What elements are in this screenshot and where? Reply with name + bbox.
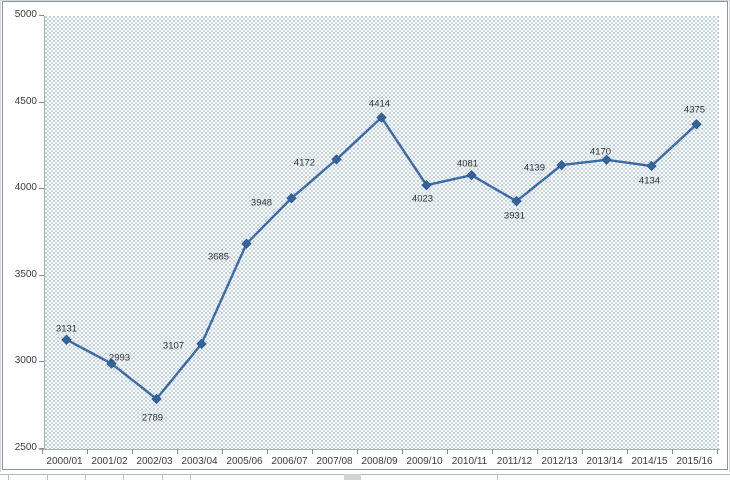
worksheet-cell-border — [85, 474, 86, 480]
worksheet-cell-border — [162, 474, 163, 480]
x-axis-tick-mark — [312, 449, 313, 454]
data-point-marker[interactable] — [601, 154, 612, 165]
y-axis-tick-label: 3500 — [14, 268, 37, 280]
x-axis-tick-label: 2012/13 — [541, 456, 578, 467]
data-label: 4375 — [683, 104, 706, 116]
data-point-marker[interactable] — [691, 119, 702, 130]
x-axis-tick-label: 2006/07 — [271, 456, 308, 467]
x-axis-line — [39, 449, 720, 450]
x-axis-tick-mark — [222, 449, 223, 454]
data-label: 4134 — [638, 175, 661, 187]
x-axis-tick-label: 2005/06 — [226, 456, 263, 467]
data-label: 4172 — [293, 157, 316, 169]
x-axis-tick-mark — [177, 449, 178, 454]
y-axis-tick-mark — [39, 361, 44, 363]
x-axis-tick-mark — [447, 449, 448, 454]
data-label: 4081 — [456, 158, 479, 170]
data-label: 4414 — [368, 98, 391, 110]
data-label: 4023 — [411, 193, 434, 205]
data-label: 2789 — [141, 412, 164, 424]
y-axis-tick-mark — [39, 101, 44, 103]
data-label: 3107 — [162, 340, 185, 352]
data-point-marker[interactable] — [106, 358, 117, 369]
y-axis-tick-label: 2500 — [14, 442, 37, 453]
data-point-marker[interactable] — [241, 238, 252, 249]
x-axis-tick-label: 2008/09 — [361, 456, 398, 467]
x-axis-tick-mark — [87, 449, 88, 454]
y-axis-line — [44, 16, 45, 450]
x-axis-tick-label: 2007/08 — [316, 456, 353, 467]
data-label: 3931 — [503, 210, 526, 222]
x-axis-tick-mark — [42, 449, 43, 454]
x-axis-tick-mark — [717, 449, 718, 454]
x-axis-tick-mark — [357, 449, 358, 454]
data-label: 3948 — [250, 197, 273, 209]
data-point-marker[interactable] — [646, 160, 657, 172]
y-axis-tick-label: 5000 — [14, 9, 37, 20]
x-axis-tick-mark — [267, 449, 268, 454]
data-point-marker[interactable] — [286, 193, 297, 204]
worksheet-cell-border — [123, 474, 124, 480]
data-label: 4139 — [523, 162, 546, 174]
y-axis-tick-mark — [39, 448, 44, 449]
y-axis-tick-label: 4000 — [14, 182, 37, 194]
data-label: 3131 — [55, 323, 78, 335]
data-point-marker[interactable] — [61, 334, 72, 345]
data-point-marker[interactable] — [466, 170, 477, 181]
data-label: 2993 — [108, 352, 131, 364]
x-axis-tick-label: 2010/11 — [451, 456, 488, 467]
data-point-marker[interactable] — [556, 159, 567, 171]
series-plot-layer — [61, 112, 702, 405]
data-point-marker[interactable] — [511, 195, 522, 207]
y-axis-tick-label: 3000 — [14, 355, 37, 367]
worksheet-cell-fragment — [344, 474, 361, 480]
data-point-marker[interactable] — [376, 112, 387, 123]
y-axis-tick-label: 4500 — [14, 95, 37, 107]
x-axis-tick-label: 2009/10 — [406, 456, 443, 467]
data-point-marker[interactable] — [331, 154, 342, 165]
x-axis-tick-label: 2000/01 — [46, 456, 83, 467]
data-label: 3685 — [207, 251, 230, 263]
x-axis-tick-label: 2001/02 — [91, 456, 128, 467]
x-axis-tick-label: 2013/14 — [586, 456, 623, 467]
worksheet-cell-border — [190, 474, 191, 480]
y-axis-tick-mark — [39, 274, 44, 276]
data-point-marker[interactable] — [421, 180, 432, 191]
x-axis-tick-mark — [627, 449, 628, 454]
y-axis-tick-mark — [39, 15, 44, 16]
x-axis-tick-mark — [582, 449, 583, 454]
y-axis-tick-mark — [39, 188, 44, 190]
x-axis-tick-mark — [132, 449, 133, 454]
worksheet-row-sliver — [0, 472, 730, 480]
plot-area[interactable] — [45, 16, 719, 449]
data-point-marker[interactable] — [151, 393, 162, 405]
data-point-marker[interactable] — [196, 338, 207, 350]
chart-object-frame[interactable]: 5000 4500 4000 3500 3000 2500 2000/01 2001/02 2… — [2, 1, 728, 470]
x-axis-tick-mark — [537, 449, 538, 454]
x-axis-tick-mark — [492, 449, 493, 454]
worksheet-cell-border — [47, 474, 48, 480]
data-label: 4170 — [589, 146, 612, 158]
worksheet-cell-border — [8, 474, 9, 480]
x-axis-tick-label: 2014/15 — [631, 456, 668, 467]
worksheet-gridline — [0, 474, 730, 475]
worksheet-cell-border — [497, 474, 498, 480]
x-axis-tick-label: 2002/03 — [136, 456, 173, 467]
x-axis-tick-label: 2015/16 — [676, 456, 713, 467]
x-axis-tick-mark — [402, 449, 403, 454]
x-axis-tick-label: 2003/04 — [181, 456, 218, 467]
x-axis-tick-mark — [672, 449, 673, 454]
x-axis-tick-label: 2011/12 — [496, 456, 533, 467]
